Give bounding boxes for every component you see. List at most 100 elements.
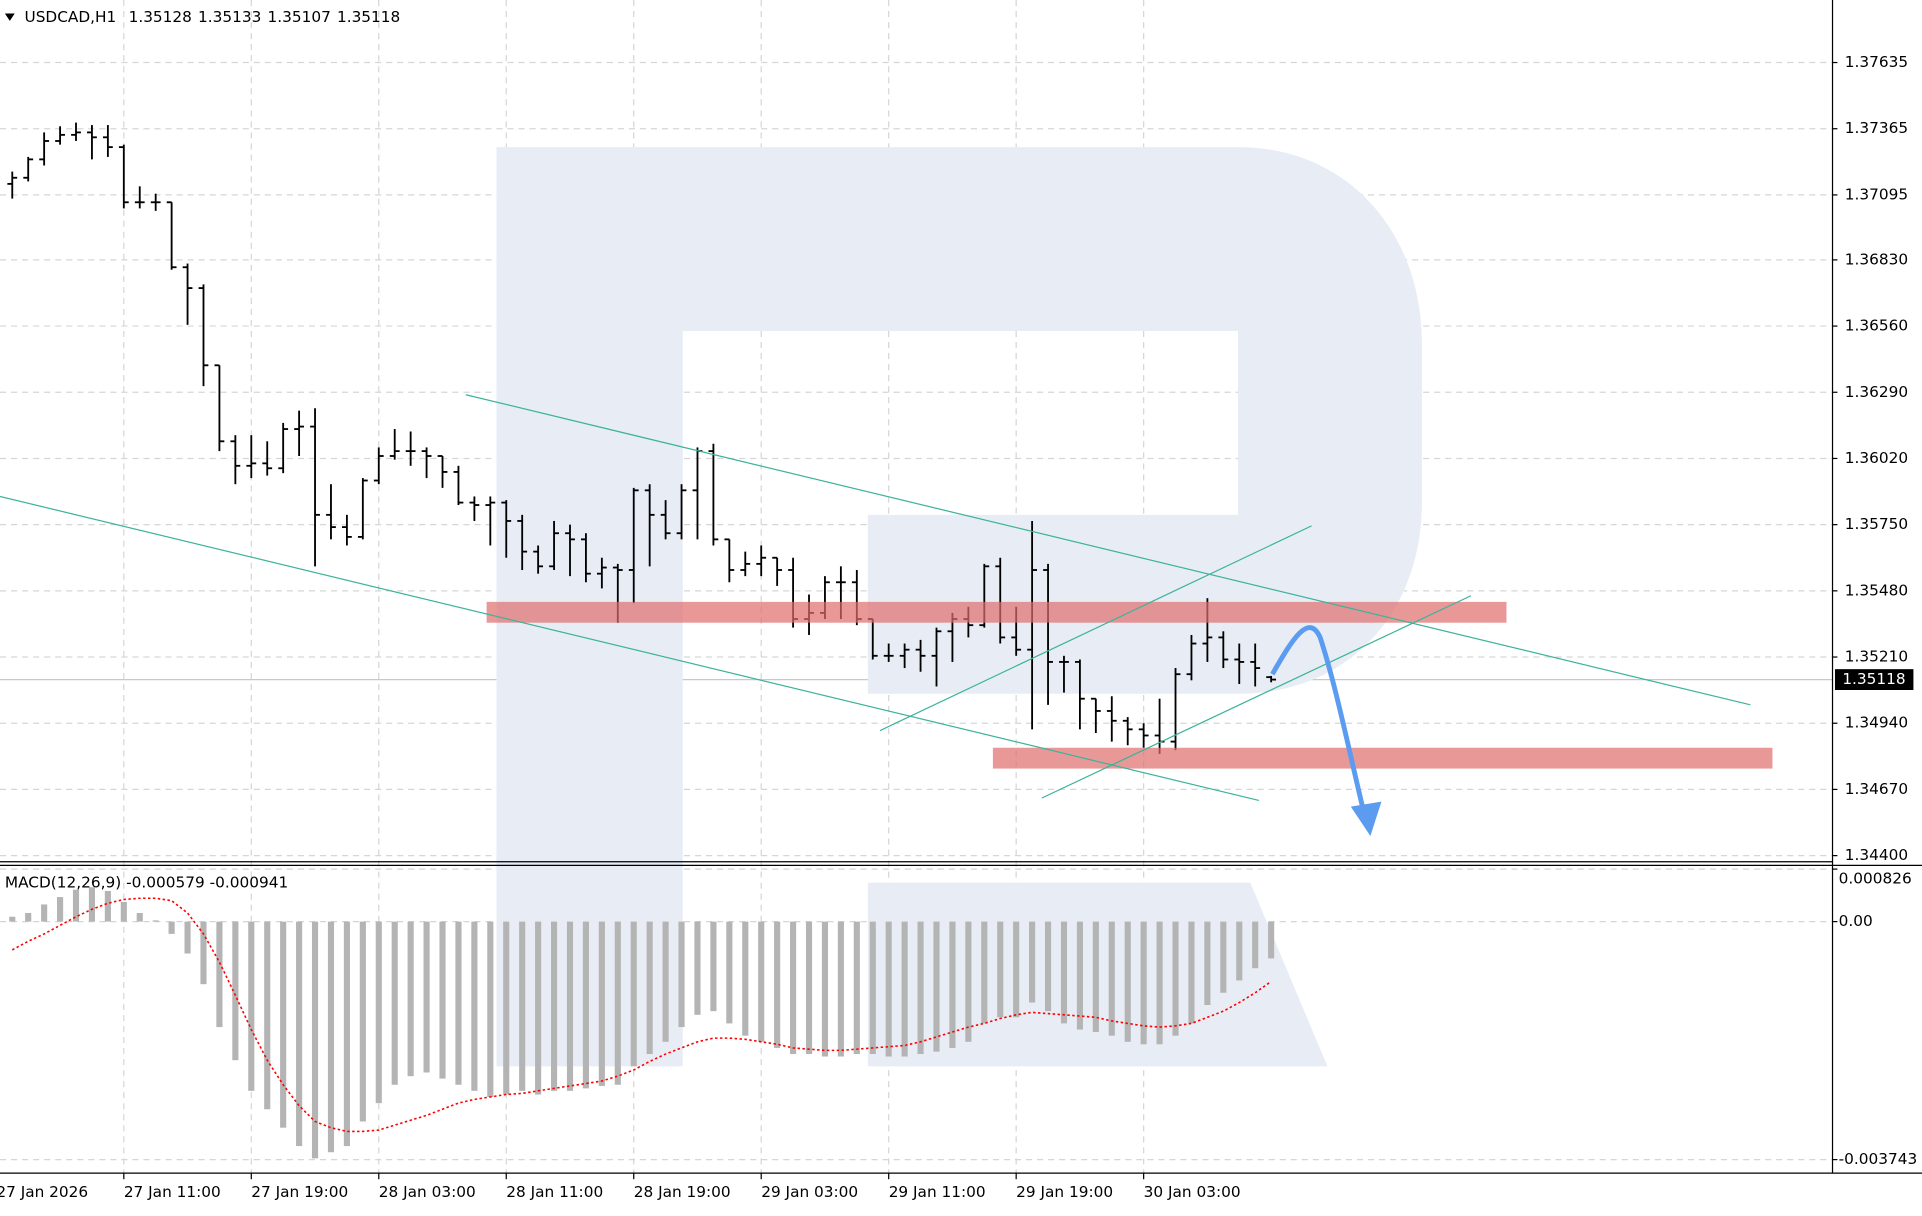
histogram-bar [821,921,829,1057]
histogram-bar [582,921,589,1089]
histogram-bar [359,921,366,1122]
histogram-bar [726,921,733,1024]
y-tick-label: 1.35750 [1845,515,1908,533]
y-tick-label: 1.37095 [1845,185,1908,203]
indicator-value: -0.000579 [126,873,205,891]
histogram-bar [917,921,924,1055]
histogram-bar [598,921,605,1086]
mark-layer [7,122,1277,1159]
trend-lines [0,394,1751,802]
histogram-bar [997,921,1004,1018]
y-tick-label: 1.37365 [1845,119,1908,137]
y-tick-label: 1.34670 [1845,780,1908,798]
histogram-bar [742,921,749,1036]
histogram-bar [1044,921,1052,1012]
x-tick-label: 30 Jan 03:00 [1144,1183,1241,1201]
histogram-bar [1108,921,1115,1036]
y-tick-label: 1.34940 [1845,714,1908,732]
histogram-bar [933,921,940,1052]
x-tick-label: 28 Jan 03:00 [379,1183,476,1201]
histogram-bar [630,921,637,1067]
y-tick-label: 1.35210 [1845,648,1908,666]
histogram-bar [1060,921,1068,1024]
histogram-bar [311,921,319,1159]
y-tick-label: 1.36290 [1845,383,1908,401]
y2-tick-label: -0.003743 [1839,1150,1918,1168]
y-tick-label: 1.34400 [1845,846,1908,864]
histogram-bar [535,921,542,1095]
histogram-bar [1268,921,1275,959]
histogram-bar [423,921,430,1073]
histogram-bar [248,921,255,1091]
x-tick-label: 27 Jan 19:00 [251,1183,348,1201]
y-tick-label: 1.36560 [1845,317,1908,335]
histogram-bar [1252,921,1259,969]
histogram-bar [72,889,80,922]
histogram-bar [232,921,239,1061]
x-tick-label: 27 Jan 11:00 [124,1183,221,1201]
y-tick-label: 1.36830 [1845,250,1908,268]
histogram-bar [901,921,908,1057]
y-tick-label: 1.35480 [1845,581,1908,599]
histogram-bar [790,921,797,1055]
trend-line [1041,595,1472,799]
signal-line [11,897,1272,1133]
histogram-bar [168,921,175,934]
histogram-bar [774,921,781,1048]
histogram-bar [41,904,48,922]
chart-header: USDCAD,H1 1.35128 1.35133 1.35107 1.35118 [25,8,401,26]
histogram-bar [646,921,653,1055]
histogram-bar [566,921,574,1091]
histogram-bar [678,921,685,1028]
histogram-bar [407,921,414,1077]
histogram-bar [152,920,159,922]
histogram-bar [1029,921,1036,1003]
histogram-bar [455,921,462,1085]
histogram-bar [327,921,335,1153]
trend-line [465,394,1751,706]
histogram-bar [758,921,765,1042]
histogram-bar [487,921,494,1097]
histogram-bar [471,921,478,1091]
forecast-arrow-head [1350,801,1382,836]
histogram-bar [216,921,223,1028]
trend-line [0,495,1260,802]
forecast-arrow [1270,625,1366,810]
histogram-bar [1092,921,1099,1032]
histogram-bar [9,916,16,922]
histogram-bar [805,921,813,1055]
histogram-bar [1156,921,1163,1045]
histogram-bar [1204,921,1211,1006]
histogram-bar [57,897,64,922]
dropdown-icon[interactable] [4,13,15,21]
price-label-box [1834,669,1914,691]
x-tick-label: 28 Jan 19:00 [634,1183,731,1201]
histogram-bar [391,921,398,1085]
histogram-bar [837,921,844,1057]
indicator-signal: -0.000941 [210,873,289,891]
histogram-bar [503,921,510,1095]
histogram-bar [1236,921,1243,981]
histogram-bar [1124,921,1131,1042]
histogram-bar [136,913,143,922]
indicator-name: MACD(12,26,9) [5,873,121,891]
y-tick-label: 1.37635 [1845,53,1908,71]
histogram-bar [662,921,669,1042]
histogram-bar [1140,921,1147,1045]
histogram-bar [375,921,382,1104]
histogram-bar [550,921,558,1091]
indicator-header: MACD(12,26,9) -0.000579 -0.000941 [5,873,288,891]
histogram-bar [694,921,701,1015]
x-tick-label: 27 Jan 2026 [0,1183,88,1201]
histogram-bar [296,921,303,1147]
header-high: 1.35133 [198,8,261,26]
histogram-bar [343,921,350,1147]
histogram-bar [519,921,526,1091]
histogram-bar [869,921,876,1055]
header-close: 1.35118 [337,8,400,26]
annotations [0,394,1773,836]
trend-line [879,525,1312,732]
histogram-bar [981,921,988,1024]
y-tick-label: 1.36020 [1845,449,1908,467]
histogram-bar [853,921,860,1055]
